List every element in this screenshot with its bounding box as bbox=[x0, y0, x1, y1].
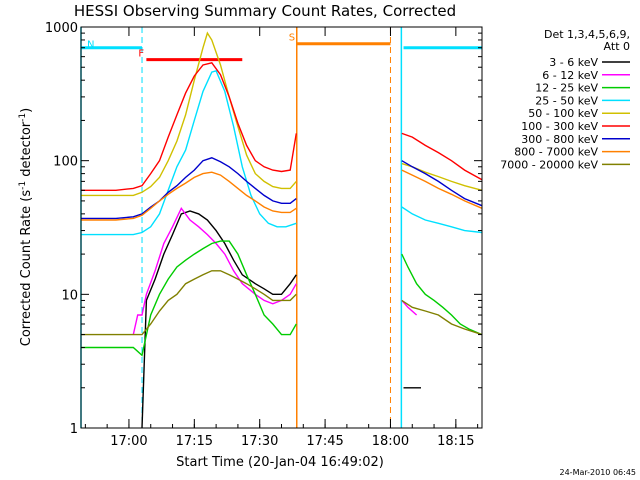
series-line-8-1 bbox=[401, 299, 483, 336]
legend-entry-label: 3 - 6 keV bbox=[549, 56, 598, 69]
legend-entry-label: 300 - 800 keV bbox=[521, 133, 598, 146]
series-line-2-0 bbox=[81, 240, 297, 357]
x-tick-label: 17:15 bbox=[176, 434, 213, 449]
flag-label-N: N bbox=[87, 40, 94, 51]
y-axis-label: Corrected Count Rate (s-1 detector-1) bbox=[18, 108, 34, 346]
legend-entry-label: 6 - 12 keV bbox=[542, 69, 598, 82]
legend-entry-label: 50 - 100 keV bbox=[528, 107, 598, 120]
y-tick-label: 1 bbox=[70, 422, 78, 437]
series-line-5-0 bbox=[81, 62, 297, 191]
y-tick-label: 100 bbox=[53, 155, 78, 170]
legend-entry-label: 800 - 7000 keV bbox=[514, 146, 598, 159]
legend-header-line1: Det 1,3,4,5,6,9, bbox=[544, 28, 630, 41]
y-axis-label-mid: detector bbox=[19, 121, 34, 181]
series-line-6-1 bbox=[401, 160, 483, 207]
y-axis-label-sup1: -1 bbox=[18, 181, 28, 190]
y-tick-label: 10 bbox=[61, 288, 78, 303]
series-line-8-0 bbox=[81, 270, 297, 336]
footer-timestamp: 24-Mar-2010 06:45 bbox=[560, 468, 637, 477]
legend-entry-label: 25 - 50 keV bbox=[535, 94, 598, 107]
series-line-2-1 bbox=[401, 253, 483, 336]
legend-entry-label: 12 - 25 keV bbox=[535, 82, 598, 95]
x-tick-label: 17:30 bbox=[241, 434, 278, 449]
series-line-3-0 bbox=[81, 69, 297, 236]
series-line-4-0 bbox=[81, 31, 297, 197]
x-tick-label: 17:45 bbox=[306, 434, 343, 449]
y-axis-label-end: ) bbox=[19, 108, 34, 113]
series-line-5-1 bbox=[401, 132, 483, 181]
y-axis-label-main: Corrected Count Rate (s bbox=[19, 190, 34, 347]
series-line-1-1 bbox=[401, 299, 418, 316]
plot-area: N F S bbox=[80, 27, 483, 429]
x-tick-label: 18:00 bbox=[372, 434, 409, 449]
series-line-7-0 bbox=[81, 171, 297, 221]
chart-title: HESSI Observing Summary Count Rates, Cor… bbox=[74, 2, 456, 20]
flag-label-S: S bbox=[289, 33, 295, 44]
flag-label-F: F bbox=[138, 49, 144, 60]
y-tick-label: 1000 bbox=[45, 21, 78, 36]
series-line-7-1 bbox=[401, 169, 483, 209]
x-axis: 17:00 17:15 17:30 17:45 18:00 18:15 bbox=[84, 27, 479, 449]
series-line-1-0 bbox=[132, 206, 297, 335]
series-line-3-1 bbox=[401, 206, 483, 234]
legend-header-line2: Att 0 bbox=[604, 40, 630, 53]
x-axis-label: Start Time (20-Jan-04 16:49:02) bbox=[176, 455, 384, 470]
legend-entry-label: 100 - 300 keV bbox=[521, 120, 598, 133]
x-tick-label: 17:00 bbox=[110, 434, 147, 449]
y-axis: 1 10 100 1000 bbox=[45, 21, 482, 437]
legend-entry-label: 7000 - 20000 keV bbox=[500, 158, 598, 171]
x-tick-label: 18:15 bbox=[437, 434, 474, 449]
series-line-6-0 bbox=[81, 157, 297, 220]
series-line-0-0 bbox=[141, 210, 297, 429]
y-axis-label-sup2: -1 bbox=[18, 113, 28, 122]
